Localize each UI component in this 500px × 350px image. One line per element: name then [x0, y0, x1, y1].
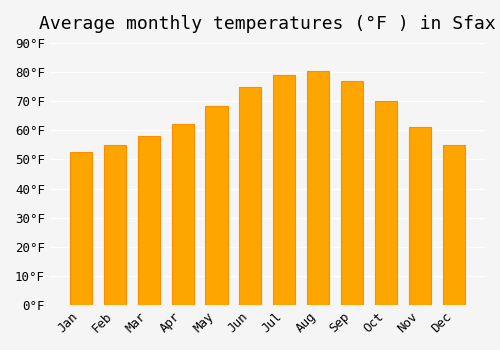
Bar	[443, 145, 465, 305]
Bar	[274, 75, 295, 305]
Bar	[342, 81, 363, 305]
Title: Average monthly temperatures (°F ) in Sfax: Average monthly temperatures (°F ) in Sf…	[39, 15, 496, 33]
Bar	[104, 145, 126, 305]
Bar	[308, 71, 330, 305]
Bar	[70, 152, 92, 305]
Bar	[375, 101, 398, 305]
Bar	[240, 86, 262, 305]
Bar	[206, 105, 228, 305]
Bar	[409, 127, 432, 305]
Bar	[138, 136, 160, 305]
Bar	[172, 125, 194, 305]
